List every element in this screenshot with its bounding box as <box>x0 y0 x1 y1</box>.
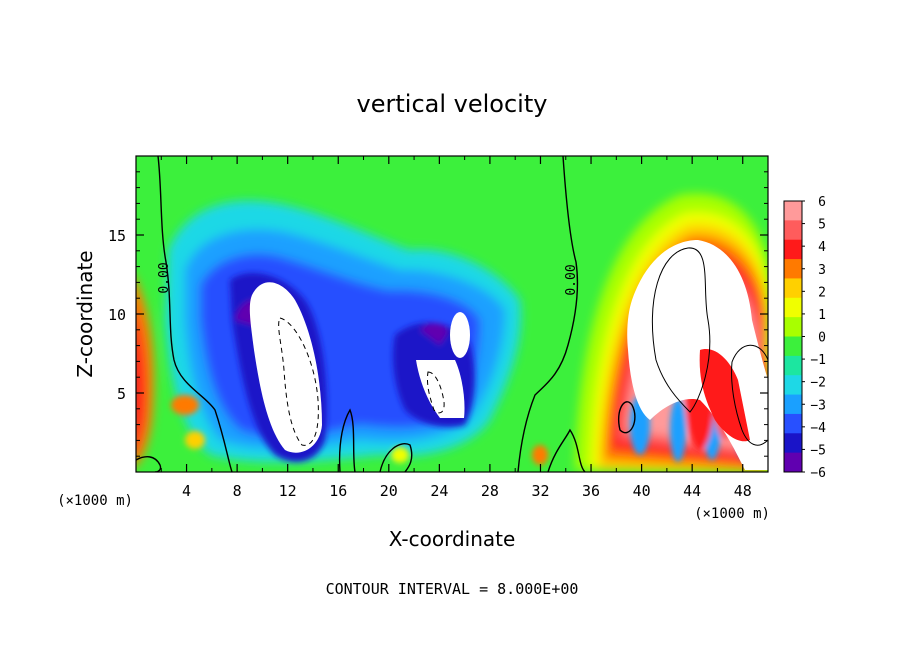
x-axis-ticks: 4 8 12 16 20 24 28 32 36 40 44 48 <box>160 156 752 500</box>
colorbar-label: −2 <box>810 376 826 391</box>
x-tick-label: 44 <box>683 482 701 500</box>
x-tick-label: 12 <box>279 482 297 500</box>
x-tick-label: 40 <box>633 482 651 500</box>
colorbar-swatch <box>784 317 802 337</box>
colorbar-label: −1 <box>810 353 826 368</box>
colorbar-swatch <box>784 220 802 241</box>
contour-label-left: 0.00 <box>157 262 172 293</box>
x-tick-label: 36 <box>582 482 600 500</box>
colorbar-swatch <box>784 394 802 415</box>
downdraft-core-left <box>249 282 322 453</box>
y-tick-label: 10 <box>108 306 126 324</box>
colorbar-label: 3 <box>818 263 826 278</box>
updraft-inner-band <box>699 349 750 442</box>
colorbar-swatch <box>784 201 802 221</box>
y-axis-ticks: 5 10 15 <box>108 171 768 457</box>
contour-label-right: 0.00 <box>564 264 579 295</box>
colorbar-label: 1 <box>818 308 826 323</box>
x-tick-label: 24 <box>430 482 448 500</box>
x-unit-label-left: (×1000 m) <box>57 493 133 509</box>
x-tick-label: 4 <box>182 482 191 500</box>
x-tick-label: 20 <box>380 482 398 500</box>
colorbar-swatch <box>784 452 802 473</box>
colorbar-swatch <box>784 433 802 454</box>
x-tick-label: 16 <box>329 482 347 500</box>
colorbar-swatch <box>784 297 802 318</box>
x-unit-label-right: (×1000 m) <box>694 506 770 522</box>
y-tick-label: 5 <box>117 385 126 403</box>
colorbar-label: 5 <box>818 218 826 233</box>
colorbar-swatch <box>784 336 802 357</box>
colorbar-label: 4 <box>818 240 826 255</box>
downdraft-core-center-upper <box>450 312 470 358</box>
colorbar-label: 0 <box>818 331 826 346</box>
colorbar-swatch <box>784 355 802 376</box>
colorbar-swatch <box>784 278 802 299</box>
positive-contours <box>651 247 768 446</box>
colorbar-swatch <box>784 259 802 279</box>
colorbar-label: −5 <box>810 443 826 458</box>
heatmap-field: 0.00 0.00 <box>136 156 768 472</box>
y-tick-label: 15 <box>108 227 126 245</box>
negative-contours <box>278 317 445 446</box>
y-axis-label: Z-coordinate <box>73 250 97 377</box>
colorbar-label: −6 <box>810 466 826 481</box>
colorbar-label: 6 <box>818 195 826 210</box>
colorbar-swatch <box>784 413 802 434</box>
colorbar: 6 5 4 3 2 1 0 −1 −2 −3 −4 −5 −6 <box>783 195 826 481</box>
colorbar-swatch <box>784 375 802 396</box>
colorbar-label: −3 <box>810 398 826 413</box>
colorbar-swatch <box>784 239 802 260</box>
x-tick-label: 48 <box>734 482 752 500</box>
colorbar-label: 2 <box>818 285 826 300</box>
x-axis-label: X-coordinate <box>389 527 516 551</box>
chart-title: vertical velocity <box>357 90 548 118</box>
x-tick-label: 32 <box>531 482 549 500</box>
zero-contours <box>136 156 636 472</box>
x-tick-label: 28 <box>481 482 499 500</box>
colorbar-label: −4 <box>810 421 826 436</box>
x-tick-label: 8 <box>233 482 242 500</box>
contour-interval-note: CONTOUR INTERVAL = 8.000E+00 <box>326 580 579 598</box>
